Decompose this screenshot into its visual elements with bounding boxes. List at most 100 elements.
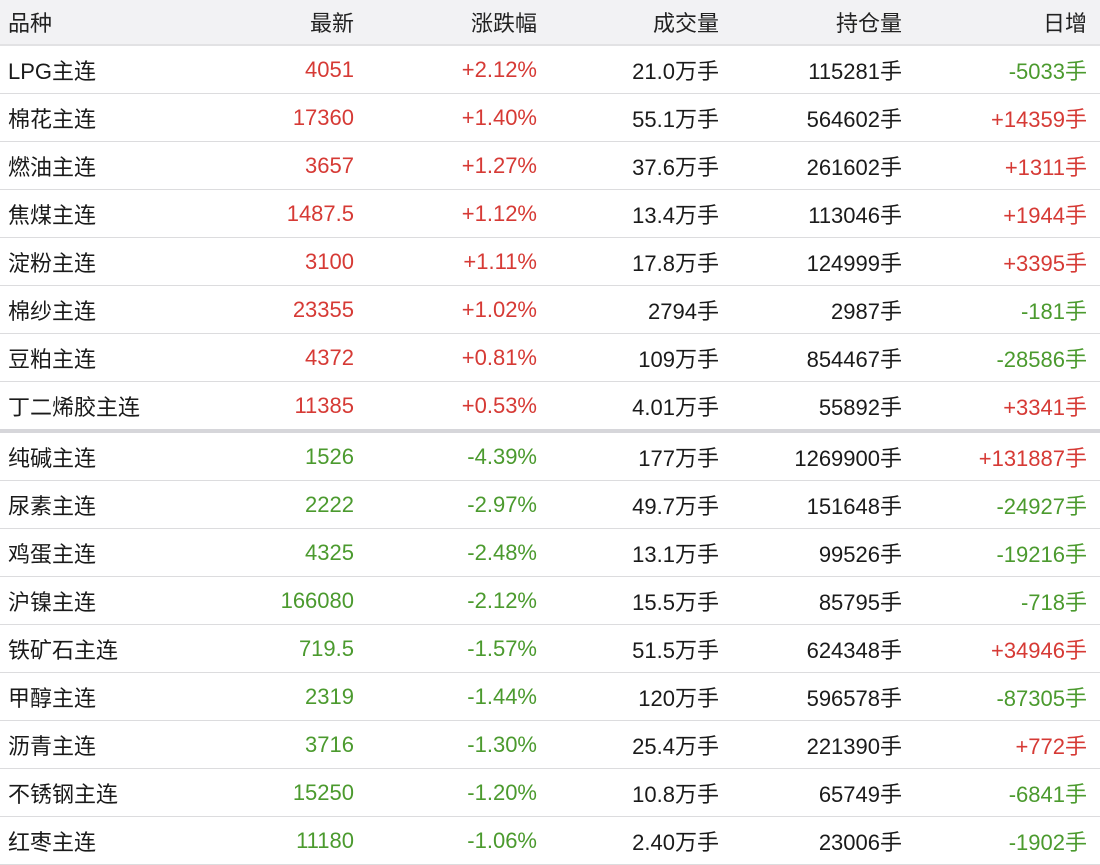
quote-row[interactable]: 棉花主连 17360 +1.40% 55.1万手 564602手 +14359手 [0, 93, 1100, 142]
volume-cell: 109万手 [550, 333, 732, 382]
price-cell: 3657 [240, 141, 367, 190]
change-cell: +0.53% [367, 381, 550, 432]
quote-row[interactable]: 棉纱主连 23355 +1.02% 2794手 2987手 -181手 [0, 285, 1100, 334]
column-header[interactable]: 品种 [0, 0, 240, 46]
name-cell: LPG主连 [0, 45, 240, 94]
daily-change-cell: -87305手 [915, 672, 1100, 721]
price-cell: 4325 [240, 528, 367, 577]
volume-cell: 37.6万手 [550, 141, 732, 190]
quote-row[interactable]: 丁二烯胶主连 11385 +0.53% 4.01万手 55892手 +3341手 [0, 381, 1100, 432]
header-row: 品种 最新 涨跌幅 成交量 持仓量 日增 [0, 0, 1100, 46]
column-header[interactable]: 成交量 [550, 0, 732, 46]
price-cell: 11385 [240, 381, 367, 432]
name-cell: 纯碱主连 [0, 429, 240, 481]
name-cell: 鸡蛋主连 [0, 528, 240, 577]
open-interest-cell: 2987手 [732, 285, 915, 334]
open-interest-cell: 65749手 [732, 768, 915, 817]
open-interest-cell: 854467手 [732, 333, 915, 382]
volume-cell: 25.4万手 [550, 720, 732, 769]
daily-change-cell: +772手 [915, 720, 1100, 769]
daily-change-cell: -718手 [915, 576, 1100, 625]
volume-cell: 13.4万手 [550, 189, 732, 238]
price-cell: 17360 [240, 93, 367, 142]
quote-row[interactable]: 豆粕主连 4372 +0.81% 109万手 854467手 -28586手 [0, 333, 1100, 382]
quote-row[interactable]: 铁矿石主连 719.5 -1.57% 51.5万手 624348手 +34946手 [0, 624, 1100, 673]
name-cell: 豆粕主连 [0, 333, 240, 382]
quote-row[interactable]: 红枣主连 11180 -1.06% 2.40万手 23006手 -1902手 [0, 816, 1100, 865]
daily-change-cell: +1944手 [915, 189, 1100, 238]
name-cell: 甲醇主连 [0, 672, 240, 721]
table-header: 品种 最新 涨跌幅 成交量 持仓量 日增 [0, 0, 1100, 46]
name-cell: 焦煤主连 [0, 189, 240, 238]
volume-cell: 4.01万手 [550, 381, 732, 432]
price-cell: 1487.5 [240, 189, 367, 238]
volume-cell: 49.7万手 [550, 480, 732, 529]
quote-row[interactable]: 燃油主连 3657 +1.27% 37.6万手 261602手 +1311手 [0, 141, 1100, 190]
open-interest-cell: 113046手 [732, 189, 915, 238]
quote-row[interactable]: LPG主连 4051 +2.12% 21.0万手 115281手 -5033手 [0, 45, 1100, 94]
open-interest-cell: 151648手 [732, 480, 915, 529]
change-cell: +1.40% [367, 93, 550, 142]
quote-row[interactable]: 不锈钢主连 15250 -1.20% 10.8万手 65749手 -6841手 [0, 768, 1100, 817]
quote-row[interactable]: 沪镍主连 166080 -2.12% 15.5万手 85795手 -718手 [0, 576, 1100, 625]
name-cell: 棉纱主连 [0, 285, 240, 334]
daily-change-cell: -1902手 [915, 816, 1100, 865]
daily-change-cell: +34946手 [915, 624, 1100, 673]
open-interest-cell: 261602手 [732, 141, 915, 190]
change-cell: +1.27% [367, 141, 550, 190]
open-interest-cell: 99526手 [732, 528, 915, 577]
column-header[interactable]: 涨跌幅 [367, 0, 550, 46]
price-cell: 4372 [240, 333, 367, 382]
name-cell: 沪镍主连 [0, 576, 240, 625]
column-header[interactable]: 持仓量 [732, 0, 915, 46]
volume-cell: 21.0万手 [550, 45, 732, 94]
price-cell: 2319 [240, 672, 367, 721]
column-header[interactable]: 日增 [915, 0, 1100, 46]
price-cell: 4051 [240, 45, 367, 94]
daily-change-cell: +3341手 [915, 381, 1100, 432]
quote-row[interactable]: 沥青主连 3716 -1.30% 25.4万手 221390手 +772手 [0, 720, 1100, 769]
quote-row[interactable]: 焦煤主连 1487.5 +1.12% 13.4万手 113046手 +1944手 [0, 189, 1100, 238]
change-cell: +2.12% [367, 45, 550, 94]
name-cell: 铁矿石主连 [0, 624, 240, 673]
daily-change-cell: -28586手 [915, 333, 1100, 382]
volume-cell: 51.5万手 [550, 624, 732, 673]
open-interest-cell: 596578手 [732, 672, 915, 721]
volume-cell: 15.5万手 [550, 576, 732, 625]
daily-change-cell: -6841手 [915, 768, 1100, 817]
open-interest-cell: 115281手 [732, 45, 915, 94]
quote-row[interactable]: 鸡蛋主连 4325 -2.48% 13.1万手 99526手 -19216手 [0, 528, 1100, 577]
price-cell: 15250 [240, 768, 367, 817]
price-cell: 23355 [240, 285, 367, 334]
open-interest-cell: 624348手 [732, 624, 915, 673]
name-cell: 红枣主连 [0, 816, 240, 865]
open-interest-cell: 221390手 [732, 720, 915, 769]
quote-row[interactable]: 淀粉主连 3100 +1.11% 17.8万手 124999手 +3395手 [0, 237, 1100, 286]
open-interest-cell: 23006手 [732, 816, 915, 865]
volume-cell: 2.40万手 [550, 816, 732, 865]
volume-cell: 10.8万手 [550, 768, 732, 817]
volume-cell: 17.8万手 [550, 237, 732, 286]
volume-cell: 55.1万手 [550, 93, 732, 142]
change-cell: -1.57% [367, 624, 550, 673]
quote-row[interactable]: 尿素主连 2222 -2.97% 49.7万手 151648手 -24927手 [0, 480, 1100, 529]
daily-change-cell: -19216手 [915, 528, 1100, 577]
table-body: LPG主连 4051 +2.12% 21.0万手 115281手 -5033手 棉花主连 17… [0, 45, 1100, 865]
change-cell: +1.02% [367, 285, 550, 334]
change-cell: -1.44% [367, 672, 550, 721]
quote-row[interactable]: 纯碱主连 1526 -4.39% 177万手 1269900手 +131887手 [0, 429, 1100, 481]
price-cell: 719.5 [240, 624, 367, 673]
column-header[interactable]: 最新 [240, 0, 367, 46]
change-cell: +1.11% [367, 237, 550, 286]
open-interest-cell: 124999手 [732, 237, 915, 286]
change-cell: -2.12% [367, 576, 550, 625]
price-cell: 166080 [240, 576, 367, 625]
daily-change-cell: +3395手 [915, 237, 1100, 286]
open-interest-cell: 55892手 [732, 381, 915, 432]
name-cell: 淀粉主连 [0, 237, 240, 286]
name-cell: 沥青主连 [0, 720, 240, 769]
quote-row[interactable]: 甲醇主连 2319 -1.44% 120万手 596578手 -87305手 [0, 672, 1100, 721]
change-cell: -4.39% [367, 429, 550, 481]
